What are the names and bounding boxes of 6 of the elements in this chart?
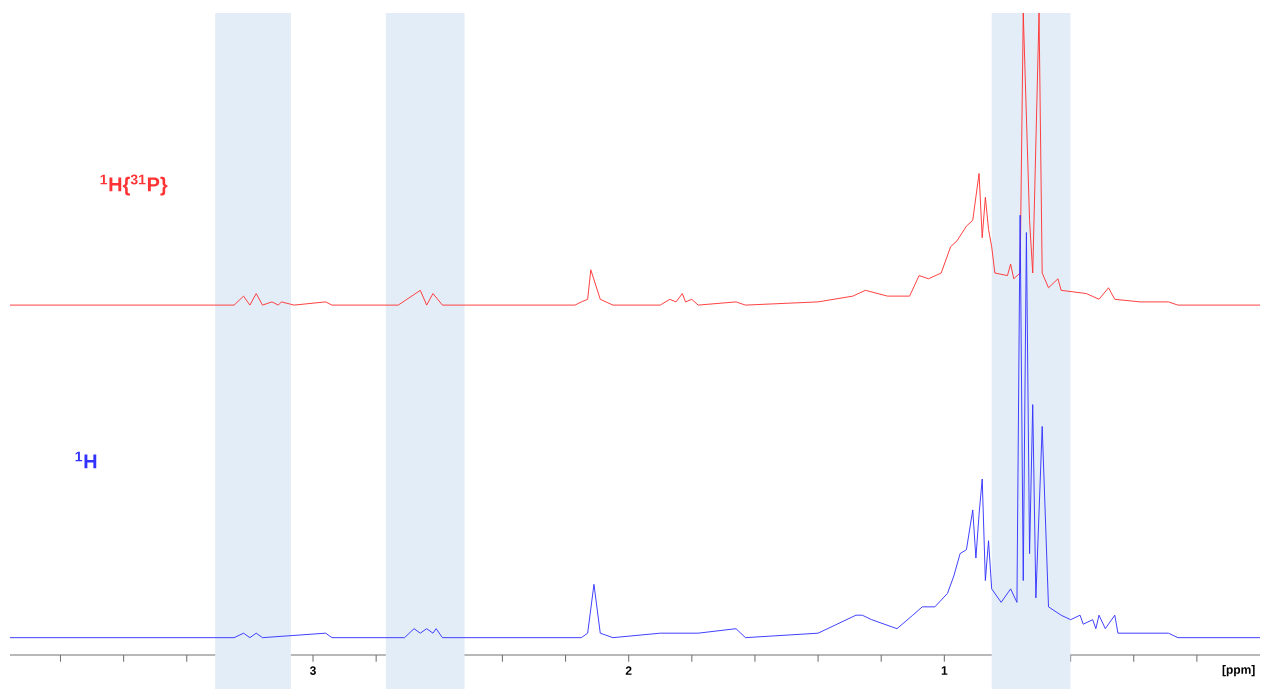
text: $^{1}$H [75,451,97,469]
x-tick-label: 2 [625,666,632,675]
x-tick-label: 3 [309,666,316,675]
text: $^{1}$H{$^{31}$P} [100,174,168,196]
x-tick-label: 1 [941,666,948,675]
x-axis-title: [ppm] [1222,665,1255,677]
